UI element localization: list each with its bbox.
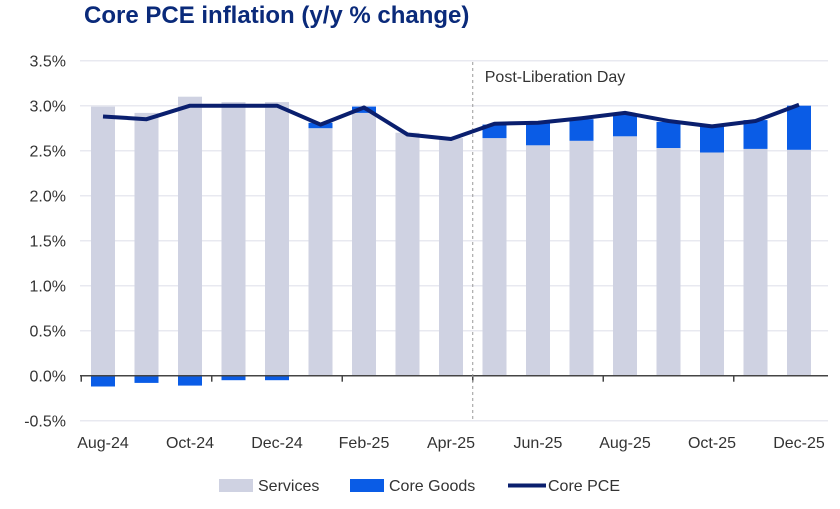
core-goods-bar	[482, 124, 507, 139]
y-tick-label: 0.0%	[30, 369, 66, 386]
y-tick-label: 1.0%	[30, 279, 66, 296]
x-tick-label: Aug-24	[77, 435, 129, 452]
services-bar	[352, 112, 376, 376]
x-tick-label: Oct-24	[166, 435, 214, 452]
core-goods-bar	[221, 375, 246, 381]
services-bar	[221, 102, 246, 376]
core-goods-bar	[526, 122, 550, 146]
services-bar	[439, 138, 463, 376]
y-tick-label: 3.0%	[30, 99, 66, 116]
services-bar	[743, 148, 768, 376]
legend-swatch	[219, 479, 253, 492]
chart-title: Core PCE inflation (y/y % change)	[84, 2, 470, 29]
services-bar	[134, 112, 159, 376]
core-goods-bar	[743, 120, 768, 149]
core-goods-bar	[265, 375, 289, 381]
services-bar	[700, 152, 724, 376]
y-tick-label: 1.5%	[30, 234, 66, 251]
services-bar	[526, 145, 550, 376]
services-bar	[569, 140, 594, 376]
y-tick-label: 0.5%	[30, 324, 66, 341]
services-bar	[265, 102, 289, 376]
y-tick-label: 2.5%	[30, 144, 66, 161]
x-tick-label: Dec-25	[773, 435, 825, 452]
y-tick-label: 3.5%	[30, 54, 66, 71]
legend-label: Core PCE	[548, 478, 620, 495]
services-bar	[308, 128, 333, 376]
services-bar	[395, 132, 420, 376]
services-bar	[787, 149, 811, 376]
services-bar	[613, 136, 637, 376]
x-tick-label: Jun-25	[514, 435, 563, 452]
legend-label: Services	[258, 478, 319, 495]
legend-label: Core Goods	[389, 478, 475, 495]
services-bar	[91, 106, 115, 376]
core-goods-bar	[700, 126, 724, 153]
core-goods-bar	[787, 105, 811, 150]
core-goods-bar	[656, 121, 681, 148]
core-goods-bar	[569, 119, 594, 141]
core-goods-bar	[134, 375, 159, 383]
core-goods-bar	[613, 114, 637, 137]
core-goods-bar	[178, 375, 202, 386]
y-tick-label: -0.5%	[24, 414, 66, 431]
core-goods-bar	[91, 375, 115, 387]
y-tick-label: 2.0%	[30, 189, 66, 206]
legend-swatch	[350, 479, 384, 492]
services-bar	[482, 138, 507, 376]
x-tick-label: Dec-24	[251, 435, 303, 452]
x-tick-label: Feb-25	[339, 435, 390, 452]
x-tick-label: Oct-25	[688, 435, 736, 452]
x-tick-label: Aug-25	[599, 435, 651, 452]
x-tick-label: Apr-25	[427, 435, 475, 452]
annotation-label: Post-Liberation Day	[485, 69, 626, 86]
services-bar	[178, 96, 202, 376]
core-pce-line	[102, 102, 800, 141]
services-bar	[656, 148, 681, 376]
